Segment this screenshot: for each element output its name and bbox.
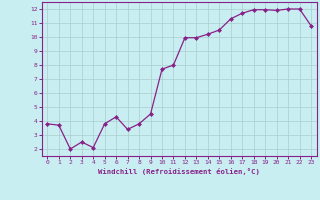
X-axis label: Windchill (Refroidissement éolien,°C): Windchill (Refroidissement éolien,°C) (98, 168, 260, 175)
